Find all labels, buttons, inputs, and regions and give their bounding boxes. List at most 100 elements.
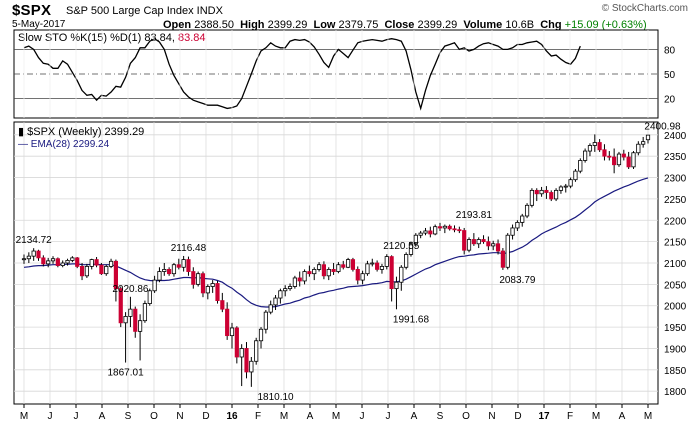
candle (79, 263, 85, 281)
candle (495, 239, 501, 255)
candle-body (616, 153, 622, 166)
price-annotation: 2120.55 (383, 241, 420, 252)
sto-tick-label: 20 (664, 95, 676, 106)
x-tick-label: M (280, 411, 288, 421)
candle (486, 236, 491, 251)
candle (544, 186, 549, 199)
candle (418, 230, 423, 239)
candle-body (481, 239, 486, 243)
candle (181, 255, 186, 272)
candle (471, 233, 476, 246)
candle-body (602, 149, 607, 157)
candle (191, 267, 196, 289)
candle (292, 275, 297, 289)
price-annotation: 2083.79 (499, 275, 536, 286)
price-tick-label: 1800 (664, 387, 687, 398)
candle-body (360, 273, 365, 281)
candle-body (631, 152, 636, 168)
index-name: S&P 500 Large Cap Index INDX (66, 5, 223, 17)
candle-body (65, 260, 70, 264)
candle-body (394, 281, 399, 290)
candle (200, 271, 206, 298)
price-legend: ▮ $SPX (Weekly) 2399.29 (18, 126, 144, 138)
candle-body (99, 264, 104, 275)
candle (404, 252, 409, 270)
ema-legend: — EMA(28) 2299.24 (18, 139, 110, 150)
price-annotation: 1867.01 (108, 368, 145, 379)
candle (46, 257, 51, 268)
x-tick-label: 16 (226, 411, 238, 421)
candle (534, 188, 539, 202)
candle-body (452, 228, 457, 231)
open-label: Open (163, 19, 192, 31)
x-tick-label: J (48, 411, 53, 421)
candle (554, 188, 559, 202)
candle-body (554, 189, 559, 200)
candle-body (283, 288, 288, 292)
candle (573, 169, 578, 182)
candle (176, 258, 181, 270)
chart-header: $SPX S&P 500 Large Cap Index INDX 5-May-… (0, 0, 700, 31)
candle-body (413, 234, 418, 245)
candle (592, 134, 597, 152)
candle-body (123, 316, 128, 324)
candle-body (345, 259, 351, 268)
candle-body (278, 290, 283, 299)
x-tick-label: F (255, 411, 261, 421)
high-value: 2399.29 (267, 19, 308, 31)
price-tick-label: 1850 (664, 366, 687, 377)
candle-body (529, 189, 534, 206)
candle (210, 280, 215, 293)
candle (341, 260, 346, 270)
price-annotation: 2116.48 (171, 243, 207, 254)
candle (379, 263, 385, 274)
candle-body (471, 239, 476, 245)
candle (636, 141, 641, 156)
candle (312, 267, 317, 281)
candle-body (50, 258, 56, 262)
x-tick-label: A (307, 411, 314, 421)
candle-body (539, 189, 544, 195)
candle (283, 285, 288, 297)
candle (239, 344, 244, 387)
candle-body (94, 259, 99, 266)
candle (524, 203, 530, 219)
candle (350, 257, 356, 272)
candle-body (142, 303, 148, 322)
x-tick-label: S (437, 411, 444, 421)
price-tick-label: 1900 (664, 344, 687, 355)
candle (128, 296, 133, 328)
candle-body (287, 286, 293, 290)
candle (186, 256, 191, 276)
candle-body (210, 283, 215, 287)
candle-body (167, 269, 172, 275)
x-tick-label: O (462, 411, 470, 421)
candle (462, 227, 467, 255)
candle (520, 213, 525, 227)
candle (215, 280, 220, 304)
candle-body (113, 260, 118, 290)
candle (249, 357, 254, 387)
candle-body (118, 288, 123, 324)
candle (65, 258, 70, 266)
price-tick-label: 2350 (664, 152, 687, 163)
candle-body (384, 256, 389, 267)
close-label: Close (384, 19, 415, 31)
candle (118, 286, 123, 328)
low-label: Low (313, 19, 336, 31)
candle (108, 258, 114, 269)
candle (568, 177, 573, 189)
candle (104, 264, 109, 276)
candle-body (171, 264, 177, 275)
candle (321, 261, 327, 280)
candle-body (437, 226, 443, 229)
candle-body (573, 170, 578, 181)
open-value: 2388.50 (194, 19, 234, 31)
x-tick-label: A (619, 411, 626, 421)
candle-body (563, 185, 568, 188)
candle (171, 263, 177, 277)
price-tick-label: 2050 (664, 280, 687, 291)
candle-body (350, 259, 356, 270)
candle (84, 263, 89, 278)
candle (384, 254, 389, 270)
